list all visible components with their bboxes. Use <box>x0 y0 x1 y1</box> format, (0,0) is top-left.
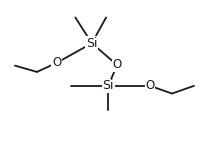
Text: Si: Si <box>103 79 114 92</box>
Text: O: O <box>112 58 122 71</box>
Text: O: O <box>145 79 155 92</box>
Text: O: O <box>52 56 61 69</box>
Text: Si: Si <box>86 37 98 50</box>
